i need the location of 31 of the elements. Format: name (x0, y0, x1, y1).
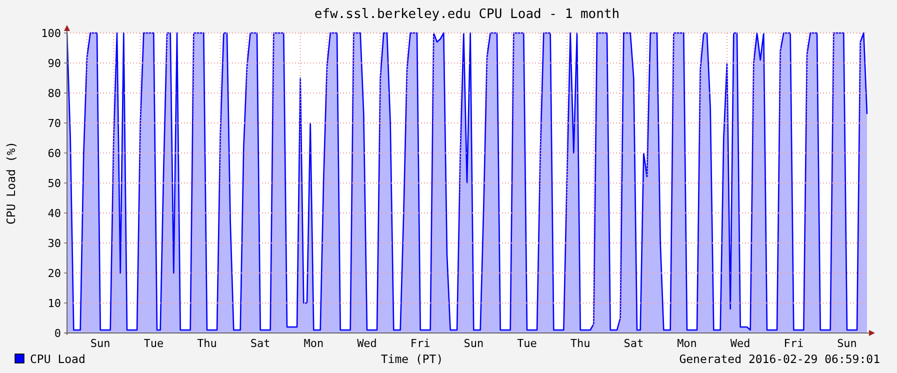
y-tick-label: 60 (48, 147, 61, 160)
y-tick-label: 100 (41, 27, 61, 40)
y-axis-title: CPU Load (%) (4, 141, 18, 225)
legend-label: CPU Load (30, 352, 86, 366)
x-tick-label: Wed (357, 337, 377, 350)
y-tick-label: 70 (48, 117, 61, 130)
y-tick-label: 30 (48, 237, 61, 250)
x-tick-label: Mon (677, 337, 697, 350)
x-tick-label: Sat (250, 337, 270, 350)
x-tick-label: Tue (144, 337, 164, 350)
y-tick-label: 80 (48, 87, 61, 100)
x-tick-label: Sat (624, 337, 644, 350)
x-tick-label: Fri (784, 337, 804, 350)
x-tick-label: Mon (304, 337, 324, 350)
y-tick-label: 0 (54, 327, 61, 340)
x-tick-label: Sun (464, 337, 484, 350)
y-tick-label: 50 (48, 177, 61, 190)
y-tick-label: 40 (48, 207, 61, 220)
x-tick-label: Thu (570, 337, 590, 350)
x-tick-label: Fri (410, 337, 430, 350)
chart-title: efw.ssl.berkeley.edu CPU Load - 1 month (314, 7, 620, 22)
x-axis-title: Time (PT) (380, 352, 444, 366)
y-tick-label: 90 (48, 57, 61, 70)
x-tick-label: Sun (837, 337, 857, 350)
x-tick-label: Wed (730, 337, 750, 350)
x-tick-label: Sun (90, 337, 110, 350)
x-tick-label: Thu (197, 337, 217, 350)
y-tick-label: 20 (48, 267, 61, 280)
y-tick-label: 10 (48, 297, 61, 310)
x-tick-label: Tue (517, 337, 537, 350)
text: Generated 2016-02-29 06:59:01 (679, 352, 880, 366)
